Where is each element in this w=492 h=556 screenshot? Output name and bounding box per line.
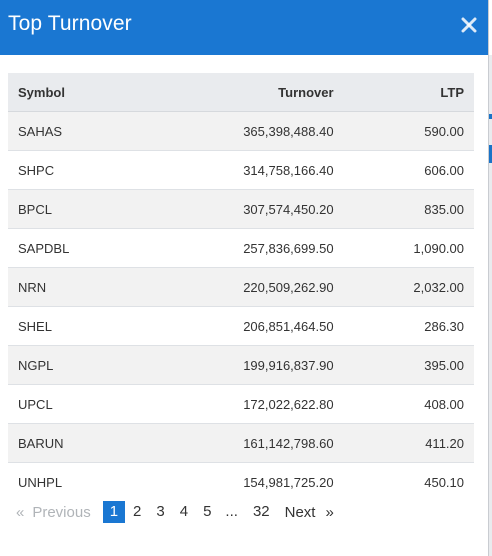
table-row[interactable]: BPCL 307,574,450.20 835.00 — [8, 189, 474, 229]
cell-turnover: 154,981,725.20 — [243, 474, 334, 490]
cell-turnover: 199,916,837.90 — [139, 345, 344, 385]
background-edge-mark — [489, 145, 492, 163]
cell-ltp: 286.30 — [343, 306, 474, 346]
cell-turnover: 172,022,622.80 — [139, 384, 344, 424]
page-button-4[interactable]: 4 — [179, 503, 189, 520]
table-row[interactable]: NRN 220,509,262.90 2,032.00 — [8, 267, 474, 307]
cell-symbol[interactable]: SAPDBL — [8, 228, 140, 268]
modal-title: Top Turnover — [8, 12, 132, 35]
pagination-ellipsis: ... — [225, 503, 238, 520]
cell-turnover: 257,836,699.50 — [139, 228, 344, 268]
column-header-symbol[interactable]: Symbol — [8, 73, 140, 112]
cell-turnover: 314,758,166.40 — [139, 150, 344, 190]
page-button-last[interactable]: 32 — [252, 503, 270, 520]
cell-turnover: 161,142,798.60 — [139, 423, 344, 463]
table-row[interactable]: SAHAS 365,398,488.40 590.00 — [8, 111, 474, 151]
cell-symbol[interactable]: UPCL — [8, 384, 140, 424]
cell-ltp: 1,090.00 — [343, 228, 474, 268]
cell-ltp: 606.00 — [343, 150, 474, 190]
table-row[interactable]: SHEL 206,851,464.50 286.30 — [8, 306, 474, 346]
turnover-table: Symbol Turnover LTP SAHAS 365,398,488.40 5… — [8, 73, 474, 501]
cell-symbol[interactable]: SAHAS — [8, 111, 140, 151]
cell-turnover: 365,398,488.40 — [139, 111, 344, 151]
cell-symbol[interactable]: BPCL — [8, 189, 140, 229]
cell-turnover: 206,851,464.50 — [139, 306, 344, 346]
next-arrow-icon: » — [325, 503, 334, 521]
cell-ltp: 590.00 — [343, 111, 474, 151]
next-page-button[interactable]: Next » — [285, 504, 334, 521]
modal-header: Top Turnover — [0, 0, 488, 55]
turnover-table-container: Symbol Turnover LTP SAHAS 365,398,488.40 5… — [8, 73, 474, 501]
table-row[interactable]: BARUN 161,142,798.60 411.20 — [8, 423, 474, 463]
background-edge-mark — [489, 114, 492, 119]
page-button-3[interactable]: 3 — [156, 503, 165, 520]
table-row[interactable]: SAPDBL 257,836,699.50 1,090.00 — [8, 228, 474, 268]
cell-turnover: 307,574,450.20 — [139, 189, 344, 229]
cell-symbol[interactable]: UNHPL — [18, 474, 63, 490]
table-row[interactable]: UPCL 172,022,622.80 408.00 — [8, 384, 474, 424]
cell-ltp: 835.00 — [343, 189, 474, 229]
page-button-5[interactable]: 5 — [203, 503, 212, 520]
cell-ltp: 408.00 — [343, 384, 474, 424]
previous-label: Previous — [32, 503, 91, 521]
cell-ltp: 411.20 — [343, 423, 474, 463]
previous-arrow-icon: « — [16, 503, 25, 521]
previous-page-button[interactable]: « Previous — [16, 504, 91, 521]
background-page-edge — [489, 55, 492, 556]
column-header-ltp[interactable]: LTP — [343, 73, 474, 112]
page-button-1[interactable]: 1 — [102, 501, 126, 523]
cell-symbol[interactable]: BARUN — [8, 423, 140, 463]
column-header-turnover[interactable]: Turnover — [139, 73, 344, 112]
close-button[interactable] — [458, 14, 480, 36]
close-icon — [461, 17, 477, 33]
cell-ltp: 395.00 — [343, 345, 474, 385]
cell-symbol[interactable]: SHPC — [8, 150, 140, 190]
table-row[interactable]: NGPL 199,916,837.90 395.00 — [8, 345, 474, 385]
cell-turnover: 220,509,262.90 — [139, 267, 344, 307]
table-header-row: Symbol Turnover LTP — [8, 73, 474, 112]
cell-symbol[interactable]: NGPL — [8, 345, 140, 385]
cell-symbol[interactable]: SHEL — [8, 306, 140, 346]
next-label: Next — [284, 503, 316, 521]
cell-ltp: 450.10 — [424, 474, 464, 490]
table-row[interactable]: SHPC 314,758,166.40 606.00 — [8, 150, 474, 190]
table-body: SAHAS 365,398,488.40 590.00 SHPC 314,758,166… — [8, 111, 474, 502]
page-button-2[interactable]: 2 — [133, 503, 142, 520]
cell-symbol[interactable]: NRN — [8, 267, 140, 307]
table-row[interactable]: UNHPL 154,981,725.20 450.10 — [8, 463, 474, 502]
cell-ltp: 2,032.00 — [343, 267, 474, 307]
